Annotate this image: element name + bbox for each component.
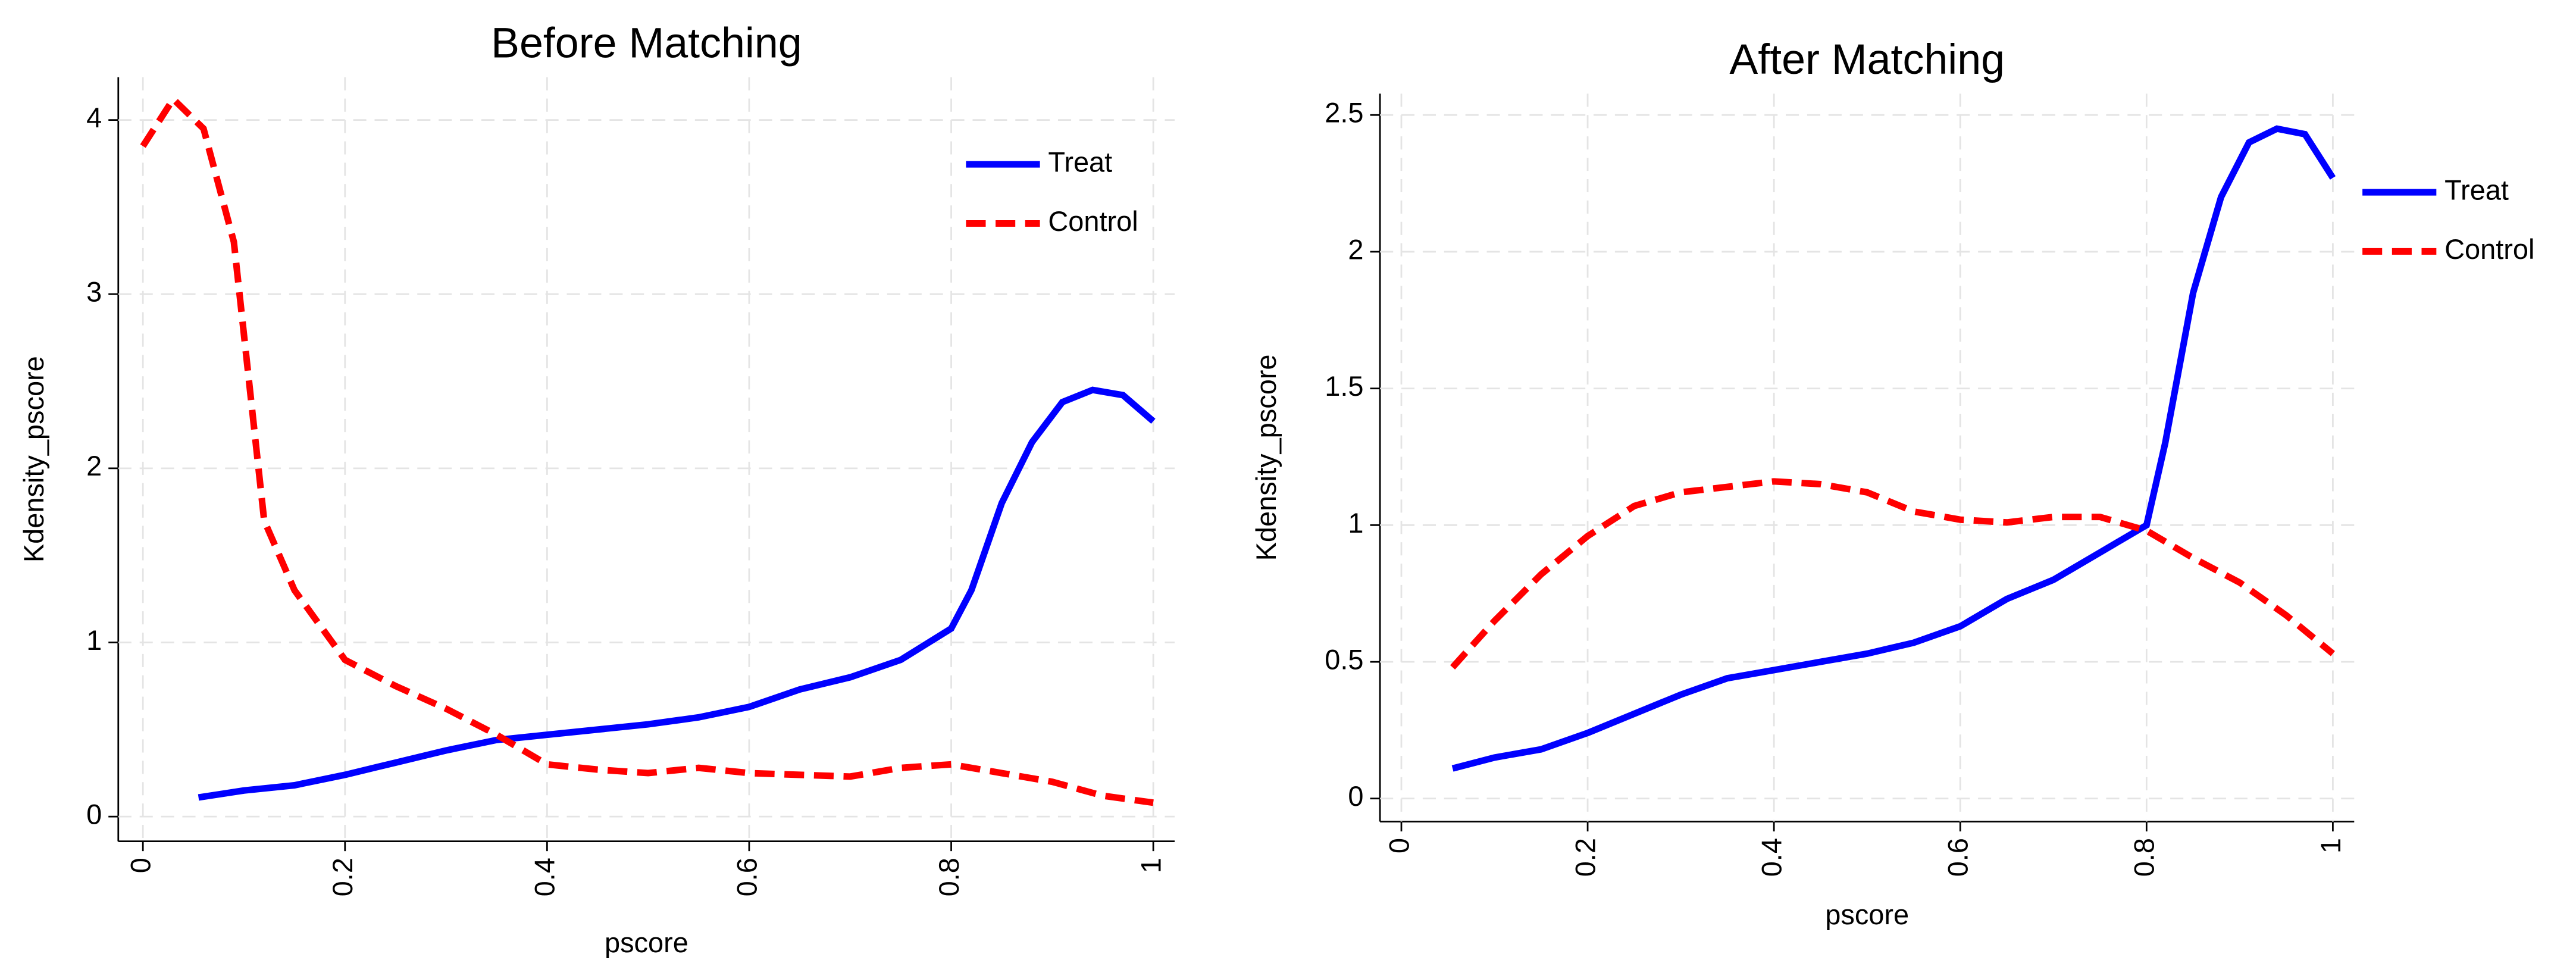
legend-label: Control [1048,206,1138,237]
data-line [1451,125,2336,772]
y-axis-label: Kdensity_pscore [1251,354,1282,561]
y-tick-label: 0.5 [1325,644,1363,675]
x-tick-label: 0.2 [327,858,358,896]
y-tick-label: 2 [1348,234,1363,265]
x-axis-label: pscore [605,927,688,958]
x-tick-label: 1 [2315,838,2346,853]
x-tick-label: 0.4 [530,858,561,896]
y-tick-label: 0 [1348,781,1363,812]
chart-title: Before Matching [491,19,802,67]
x-tick-label: 0.6 [1943,838,1974,877]
x-tick-label: 0.2 [1570,838,1601,877]
y-axis-label: Kdensity_pscore [18,356,49,562]
x-tick-label: 1 [1136,858,1167,873]
y-tick-label: 1 [1348,508,1363,539]
x-tick-label: 0.6 [731,858,762,896]
legend-label: Treat [2444,174,2509,205]
x-tick-label: 0 [1384,838,1414,853]
data-line [198,386,1156,801]
data-line [140,93,1154,806]
y-tick-label: 2.5 [1325,98,1363,129]
x-tick-label: 0.4 [1757,838,1788,877]
legend-label: Treat [1048,147,1112,178]
y-tick-label: 0 [86,799,102,830]
y-tick-label: 1.5 [1325,371,1363,402]
x-axis-label: pscore [1825,899,1909,930]
chart-title: After Matching [1729,36,2005,83]
data-line [1450,478,2335,670]
x-tick-label: 0.8 [934,858,965,896]
y-tick-label: 4 [86,102,102,133]
legend-label: Control [2444,234,2534,265]
y-tick-label: 1 [86,625,102,656]
x-tick-label: 0.8 [2129,838,2160,877]
x-tick-label: 0 [126,858,156,873]
y-tick-label: 3 [86,277,102,308]
y-tick-label: 2 [86,451,102,481]
